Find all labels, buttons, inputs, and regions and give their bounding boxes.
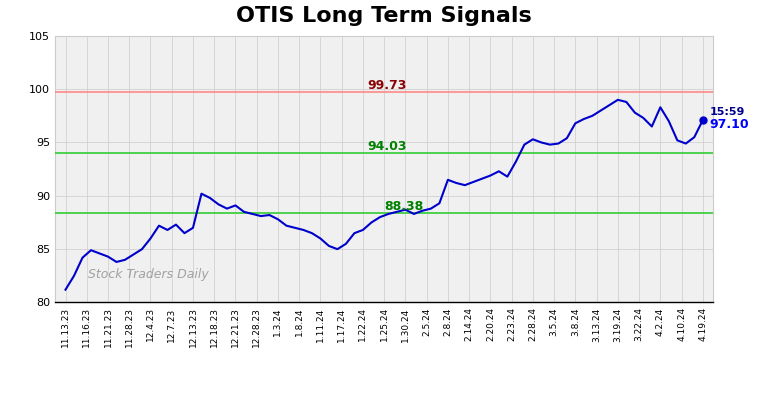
Text: Stock Traders Daily: Stock Traders Daily	[88, 268, 209, 281]
Title: OTIS Long Term Signals: OTIS Long Term Signals	[236, 6, 532, 26]
Text: 88.38: 88.38	[384, 200, 423, 213]
Text: 99.73: 99.73	[367, 79, 407, 92]
Text: 15:59: 15:59	[710, 107, 745, 117]
Text: 94.03: 94.03	[367, 140, 407, 152]
Text: 97.10: 97.10	[710, 117, 749, 131]
